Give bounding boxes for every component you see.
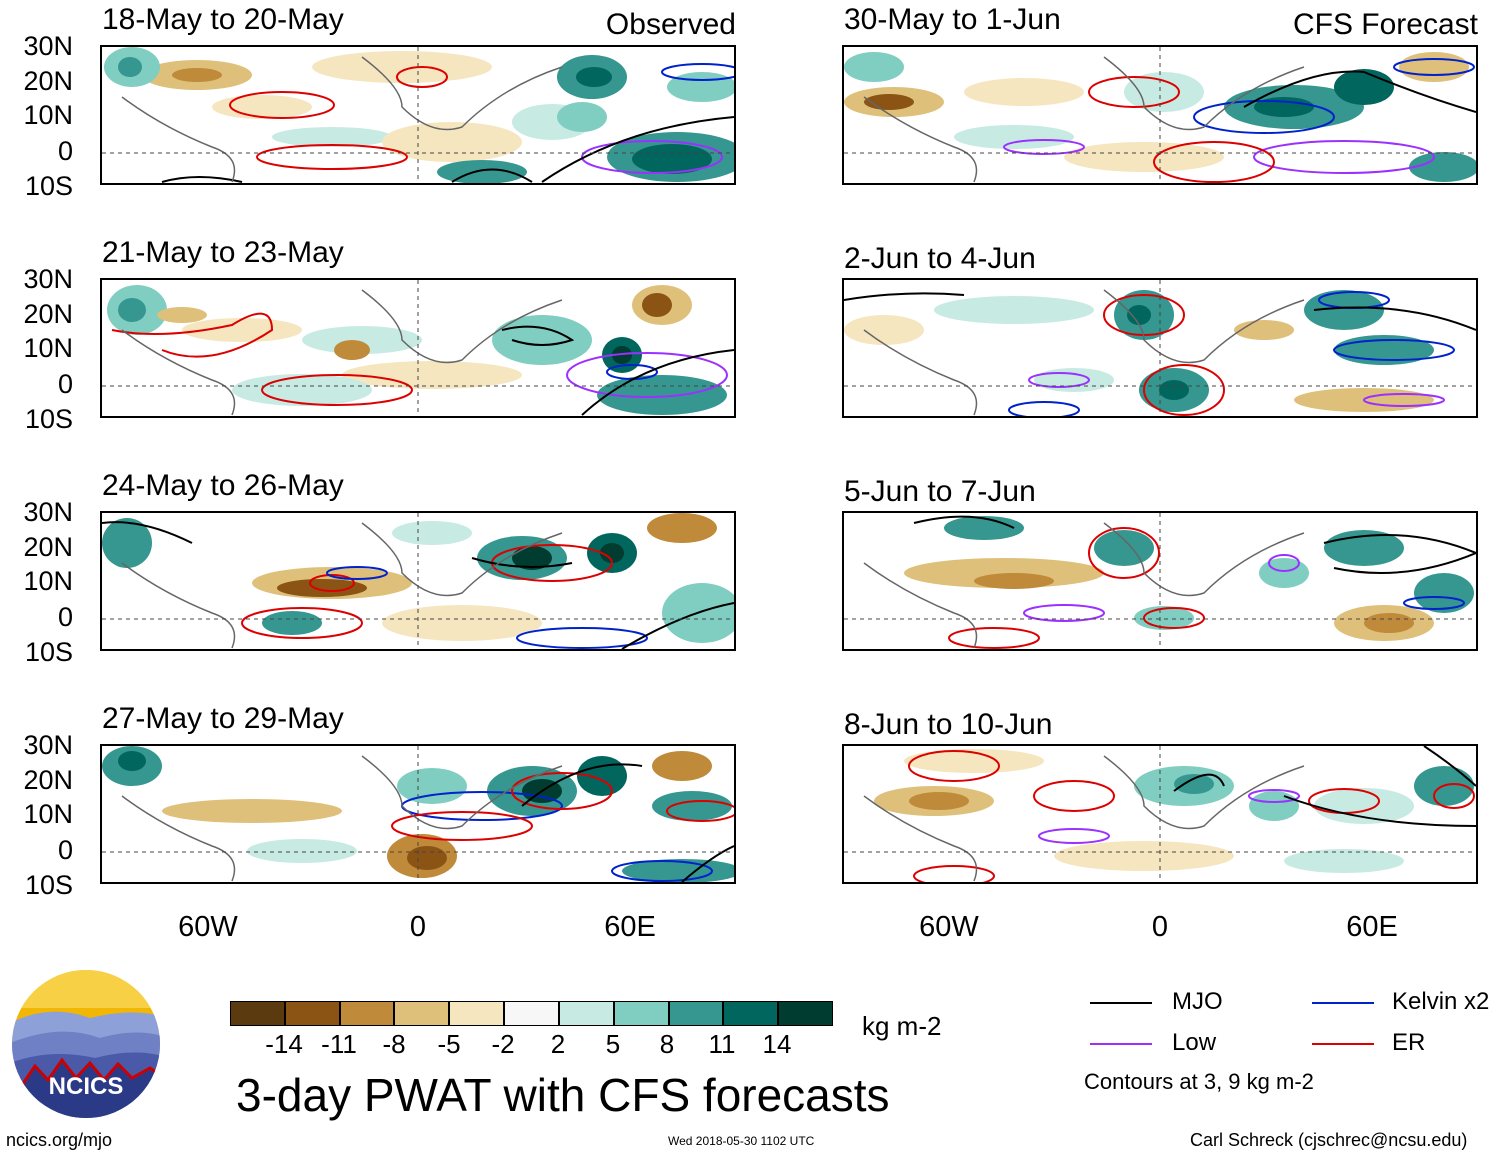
colorbar-cell — [230, 1001, 285, 1026]
lat-label: 20N — [23, 765, 73, 795]
colorbar-cell — [668, 1001, 724, 1026]
lat-label: 0 — [57, 369, 73, 399]
colorbar-cell — [778, 1001, 833, 1026]
colorbar-label: 5 — [605, 1029, 621, 1059]
lat-label: 20N — [23, 299, 73, 329]
footer-author: Carl Schreck (cjschrec@ncsu.edu) — [1190, 1130, 1468, 1150]
colorbar-label: -8 — [382, 1029, 406, 1059]
lat-label: 30N — [23, 264, 73, 294]
legend-label-low: Low — [1172, 1029, 1217, 1056]
footer-url[interactable]: ncics.org/mjo — [6, 1130, 113, 1150]
lat-label: 30N — [23, 31, 73, 61]
lat-label: 10S — [24, 171, 73, 201]
lon-label-right-0: 0 — [1151, 911, 1169, 943]
lat-label: 10S — [24, 404, 73, 434]
map-panel-left-4 — [100, 744, 736, 884]
lat-label: 0 — [57, 835, 73, 865]
map-panel-left-3 — [100, 511, 736, 651]
colorbar-cell — [558, 1001, 614, 1026]
colorbar-label: 2 — [550, 1029, 566, 1059]
lat-label: 10N — [23, 799, 73, 829]
map-panel-right-3 — [842, 511, 1478, 651]
footer-timestamp: Wed 2018-05-30 1102 UTC — [668, 1134, 815, 1148]
legend-swatch-kelvin — [1312, 1002, 1374, 1004]
lat-label: 20N — [23, 532, 73, 562]
colorbar — [230, 1001, 833, 1026]
colorbar-cell — [339, 1001, 395, 1026]
lat-label: 0 — [57, 136, 73, 166]
panel-title-left-1: 18-May to 20-May — [102, 3, 344, 36]
lon-label-right-60w: 60W — [919, 911, 979, 943]
lon-label-left-0: 0 — [409, 911, 427, 943]
colorbar-cell — [504, 1001, 559, 1026]
lat-label: 10N — [23, 566, 73, 596]
colorbar-cell — [449, 1001, 505, 1026]
colorbar-cell — [613, 1001, 669, 1026]
lat-label: 10N — [23, 100, 73, 130]
colorbar-label: 11 — [708, 1029, 736, 1059]
panel-title-right-1: 30-May to 1-Jun — [844, 3, 1061, 36]
colorbar-label: -2 — [491, 1029, 515, 1059]
map-panel-right-2 — [842, 278, 1478, 418]
colorbar-label: -14 — [265, 1029, 303, 1059]
map-panel-right-1 — [842, 45, 1478, 185]
colorbar-label: -5 — [437, 1029, 461, 1059]
legend-note: Contours at 3, 9 kg m-2 — [1084, 1069, 1314, 1094]
lat-label: 30N — [23, 730, 73, 760]
lat-label: 0 — [57, 602, 73, 632]
legend-label-er: ER — [1392, 1029, 1426, 1056]
colorbar-cell — [284, 1001, 340, 1026]
panel-title-right-4: 8-Jun to 10-Jun — [844, 708, 1053, 741]
panel-title-left-4: 27-May to 29-May — [102, 702, 344, 735]
colorbar-label: -11 — [321, 1029, 357, 1059]
legend-label-kelvin: Kelvin x2 — [1392, 988, 1490, 1015]
map-panel-left-2 — [100, 278, 736, 418]
figure-title: 3-day PWAT with CFS forecasts — [236, 1069, 890, 1121]
colorbar-label: 8 — [659, 1029, 675, 1059]
panel-title-right-2: 2-Jun to 4-Jun — [844, 242, 1036, 275]
map-panel-left-1 — [100, 45, 736, 185]
lon-label-left-60e: 60E — [604, 911, 656, 943]
observed-label: Observed — [605, 8, 736, 41]
cfs-forecast-label: CFS Forecast — [1292, 8, 1478, 41]
legend-swatch-mjo — [1090, 1002, 1152, 1004]
colorbar-cell — [723, 1001, 779, 1026]
colorbar-cell — [394, 1001, 450, 1026]
lat-label: 10S — [24, 637, 73, 667]
colorbar-label: 14 — [762, 1029, 792, 1059]
legend-swatch-er — [1312, 1043, 1374, 1045]
ncics-logo: NCICS — [10, 968, 162, 1120]
lat-label: 30N — [23, 497, 73, 527]
lat-label: 20N — [23, 66, 73, 96]
legend-swatch-low — [1090, 1043, 1152, 1045]
logo-text: NCICS — [49, 1073, 124, 1100]
panel-title-left-2: 21-May to 23-May — [102, 236, 344, 269]
panel-title-right-3: 5-Jun to 7-Jun — [844, 475, 1036, 508]
lat-label: 10S — [24, 870, 73, 900]
legend-label-mjo: MJO — [1172, 988, 1223, 1015]
colorbar-units: kg m-2 — [862, 1011, 942, 1041]
lon-label-left-60w: 60W — [178, 911, 238, 943]
lat-label: 10N — [23, 333, 73, 363]
panel-title-left-3: 24-May to 26-May — [102, 469, 344, 502]
map-panel-right-4 — [842, 744, 1478, 884]
lon-label-right-60e: 60E — [1346, 911, 1398, 943]
